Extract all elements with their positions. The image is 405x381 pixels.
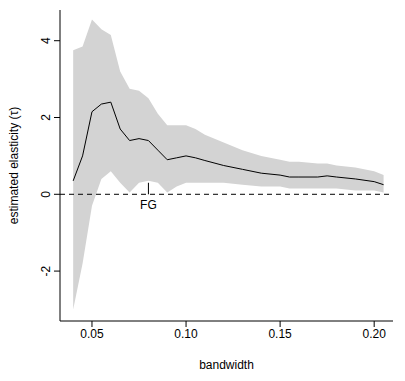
svg-text:0.05: 0.05 xyxy=(80,327,104,341)
svg-text:0.20: 0.20 xyxy=(363,327,387,341)
svg-text:0: 0 xyxy=(39,191,53,198)
svg-text:estimated elasticity (τ): estimated elasticity (τ) xyxy=(8,107,21,224)
svg-text:bandwidth: bandwidth xyxy=(199,358,254,372)
svg-text:FG: FG xyxy=(140,198,157,212)
svg-text:2: 2 xyxy=(39,114,53,121)
svg-text:0.15: 0.15 xyxy=(268,327,292,341)
svg-text:-2: -2 xyxy=(39,265,53,276)
svg-text:0.10: 0.10 xyxy=(174,327,198,341)
svg-text:4: 4 xyxy=(39,37,53,44)
